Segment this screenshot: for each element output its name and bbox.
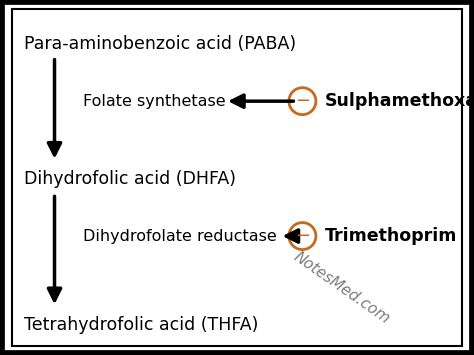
- Text: Dihydrofolate reductase: Dihydrofolate reductase: [83, 229, 277, 244]
- Text: Tetrahydrofolic acid (THFA): Tetrahydrofolic acid (THFA): [24, 316, 258, 334]
- Text: Para-aminobenzoic acid (PABA): Para-aminobenzoic acid (PABA): [24, 36, 296, 53]
- Text: Trimethoprim: Trimethoprim: [325, 227, 457, 245]
- Text: −: −: [295, 227, 310, 245]
- Text: −: −: [295, 92, 310, 110]
- Text: NotesMed.com: NotesMed.com: [291, 249, 392, 326]
- Text: Sulphamethoxazole: Sulphamethoxazole: [325, 92, 474, 110]
- Text: Dihydrofolic acid (DHFA): Dihydrofolic acid (DHFA): [24, 170, 236, 188]
- Text: Folate synthetase: Folate synthetase: [83, 94, 226, 109]
